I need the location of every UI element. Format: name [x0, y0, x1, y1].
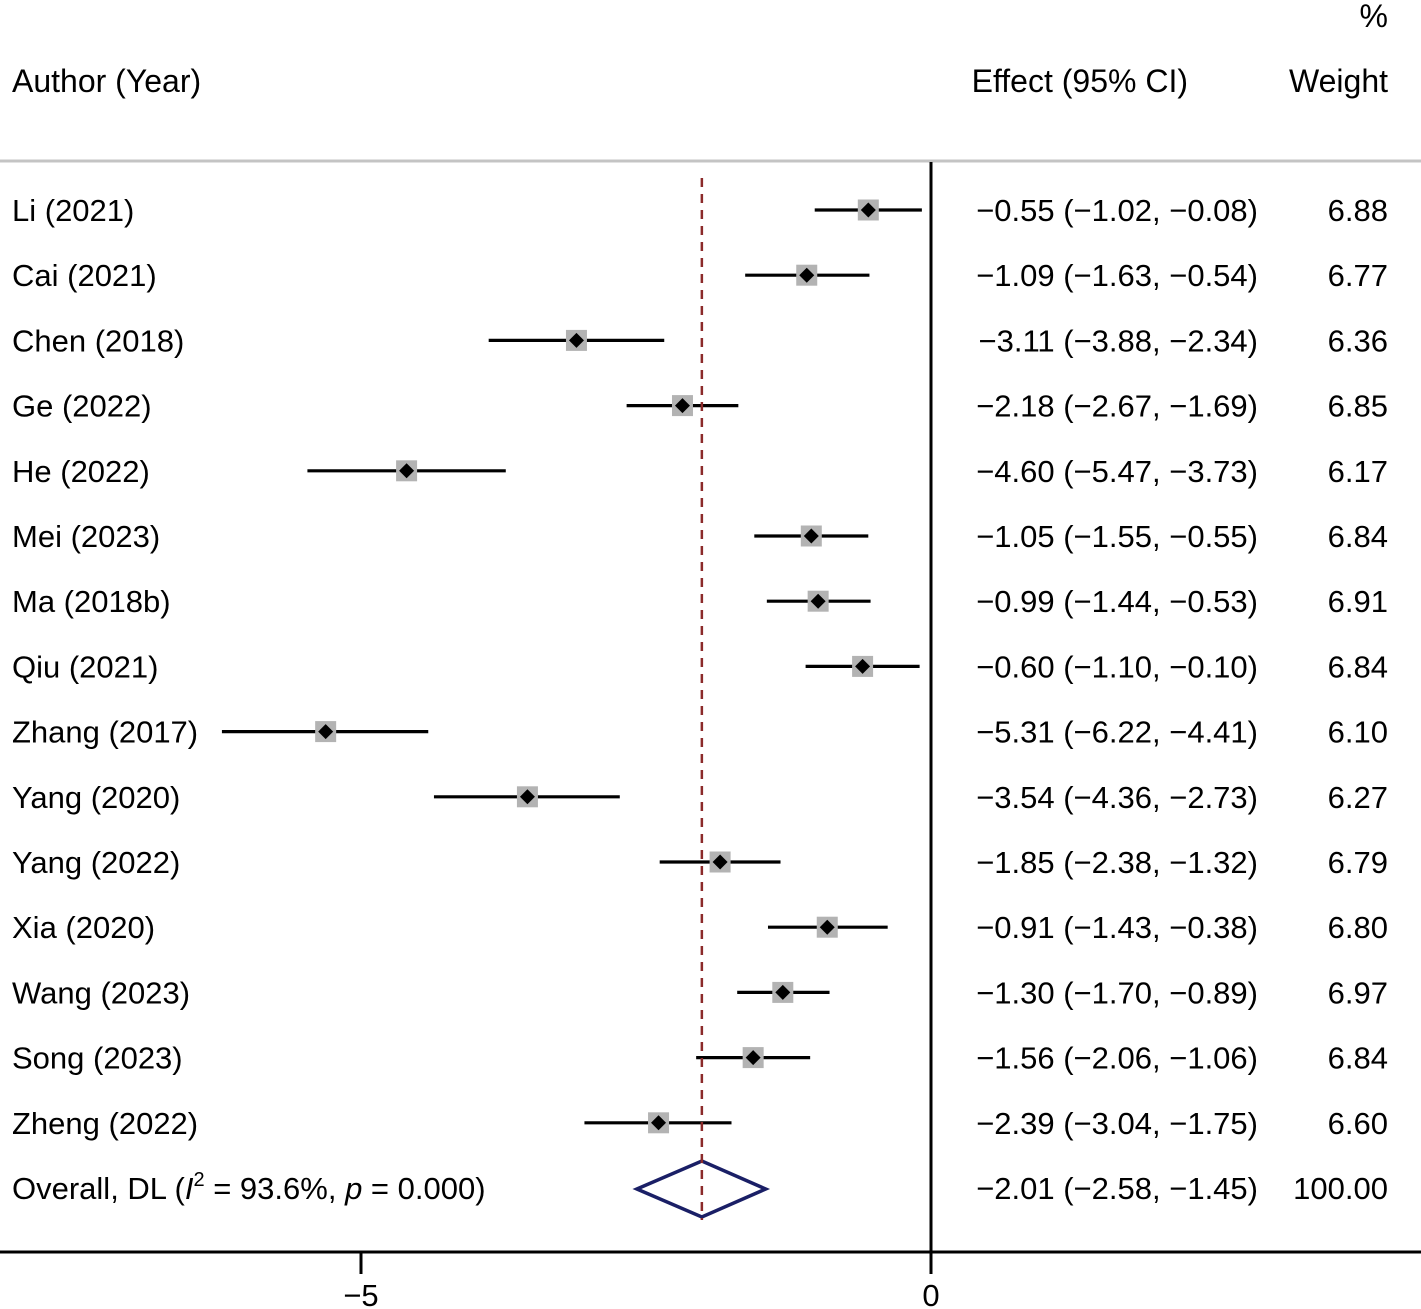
- overall-label: Overall, DL (I2 = 93.6%, p = 0.000): [12, 1169, 486, 1206]
- study-label: Chen (2018): [12, 323, 184, 358]
- study-weight: 6.84: [1328, 649, 1388, 684]
- point-estimate: [651, 1115, 667, 1131]
- point-estimate: [399, 463, 415, 479]
- study-weight: 6.77: [1328, 258, 1388, 293]
- study-effect-ci: −3.54 (−4.36, −2.73): [976, 780, 1258, 815]
- study-effect-ci: −1.85 (−2.38, −1.32): [976, 845, 1258, 880]
- study-weight: 6.84: [1328, 519, 1388, 554]
- overall-effect-ci: −2.01 (−2.58, −1.45): [976, 1171, 1258, 1206]
- point-estimate: [803, 528, 819, 544]
- study-weight: 6.10: [1328, 715, 1388, 750]
- point-estimate: [799, 267, 815, 283]
- point-estimate: [855, 658, 871, 674]
- study-weight: 6.27: [1328, 780, 1388, 815]
- study-label: Cai (2021): [12, 258, 157, 293]
- study-label: Ma (2018b): [12, 584, 171, 619]
- study-label: Li (2021): [12, 193, 134, 228]
- study-label: Ge (2022): [12, 389, 152, 424]
- study-effect-ci: −1.30 (−1.70, −0.89): [976, 975, 1258, 1010]
- study-effect-ci: −2.18 (−2.67, −1.69): [976, 389, 1258, 424]
- study-label: Song (2023): [12, 1041, 183, 1076]
- x-tick-label: −5: [343, 1278, 378, 1309]
- study-effect-ci: −1.09 (−1.63, −0.54): [976, 258, 1258, 293]
- point-estimate: [775, 984, 791, 1000]
- study-label: Zheng (2022): [12, 1106, 198, 1141]
- study-weight: 6.36: [1328, 323, 1388, 358]
- point-estimate: [568, 332, 584, 348]
- study-effect-ci: −5.31 (−6.22, −4.41): [976, 715, 1258, 750]
- study-weight: 6.88: [1328, 193, 1388, 228]
- point-estimate: [819, 919, 835, 935]
- overall-diamond: [632, 1159, 771, 1219]
- study-label: Wang (2023): [12, 975, 190, 1010]
- study-effect-ci: −3.11 (−3.88, −2.34): [979, 323, 1259, 358]
- study-weight: 6.79: [1328, 845, 1388, 880]
- study-label: Qiu (2021): [12, 649, 158, 684]
- study-label: Yang (2022): [12, 845, 180, 880]
- study-label: Yang (2020): [12, 780, 180, 815]
- point-estimate: [860, 202, 876, 218]
- study-weight: 6.91: [1328, 584, 1388, 619]
- study-effect-ci: −0.99 (−1.44, −0.53): [976, 584, 1258, 619]
- study-effect-ci: −0.91 (−1.43, −0.38): [976, 910, 1258, 945]
- column-header-weight-pct: %: [1360, 0, 1388, 34]
- study-effect-ci: −4.60 (−5.47, −3.73): [976, 454, 1258, 489]
- study-label: He (2022): [12, 454, 150, 489]
- study-weight: 6.17: [1328, 454, 1388, 489]
- point-estimate: [810, 593, 826, 609]
- study-effect-ci: −1.05 (−1.55, −0.55): [976, 519, 1258, 554]
- study-weight: 6.60: [1328, 1106, 1388, 1141]
- study-rows: Li (2021) −0.55 (−1.02, −0.08) 6.88 Cai (20…: [12, 193, 1388, 1141]
- study-weight: 6.80: [1328, 910, 1388, 945]
- column-header-effect: Effect (95% CI): [972, 63, 1188, 99]
- point-estimate: [745, 1050, 761, 1066]
- study-label: Mei (2023): [12, 519, 160, 554]
- plot-marks: [221, 178, 922, 1220]
- column-header-study: Author (Year): [12, 63, 201, 99]
- study-effect-ci: −0.60 (−1.10, −0.10): [976, 649, 1258, 684]
- study-effect-ci: −0.55 (−1.02, −0.08): [976, 193, 1258, 228]
- study-weight: 6.97: [1328, 975, 1388, 1010]
- x-axis-ticks: −5 0: [343, 1252, 940, 1309]
- point-estimate: [519, 789, 535, 805]
- study-effect-ci: −2.39 (−3.04, −1.75): [976, 1106, 1258, 1141]
- column-header-weight: Weight: [1289, 63, 1388, 99]
- overall-weight: 100.00: [1293, 1171, 1388, 1206]
- study-weight: 6.84: [1328, 1041, 1388, 1076]
- point-estimate: [318, 724, 334, 740]
- study-effect-ci: −1.56 (−2.06, −1.06): [976, 1041, 1258, 1076]
- point-estimate: [712, 854, 728, 870]
- study-weight: 6.85: [1328, 389, 1388, 424]
- study-label: Xia (2020): [12, 910, 155, 945]
- study-label: Zhang (2017): [12, 715, 198, 750]
- x-tick-label: 0: [922, 1278, 939, 1309]
- point-estimate: [674, 398, 690, 414]
